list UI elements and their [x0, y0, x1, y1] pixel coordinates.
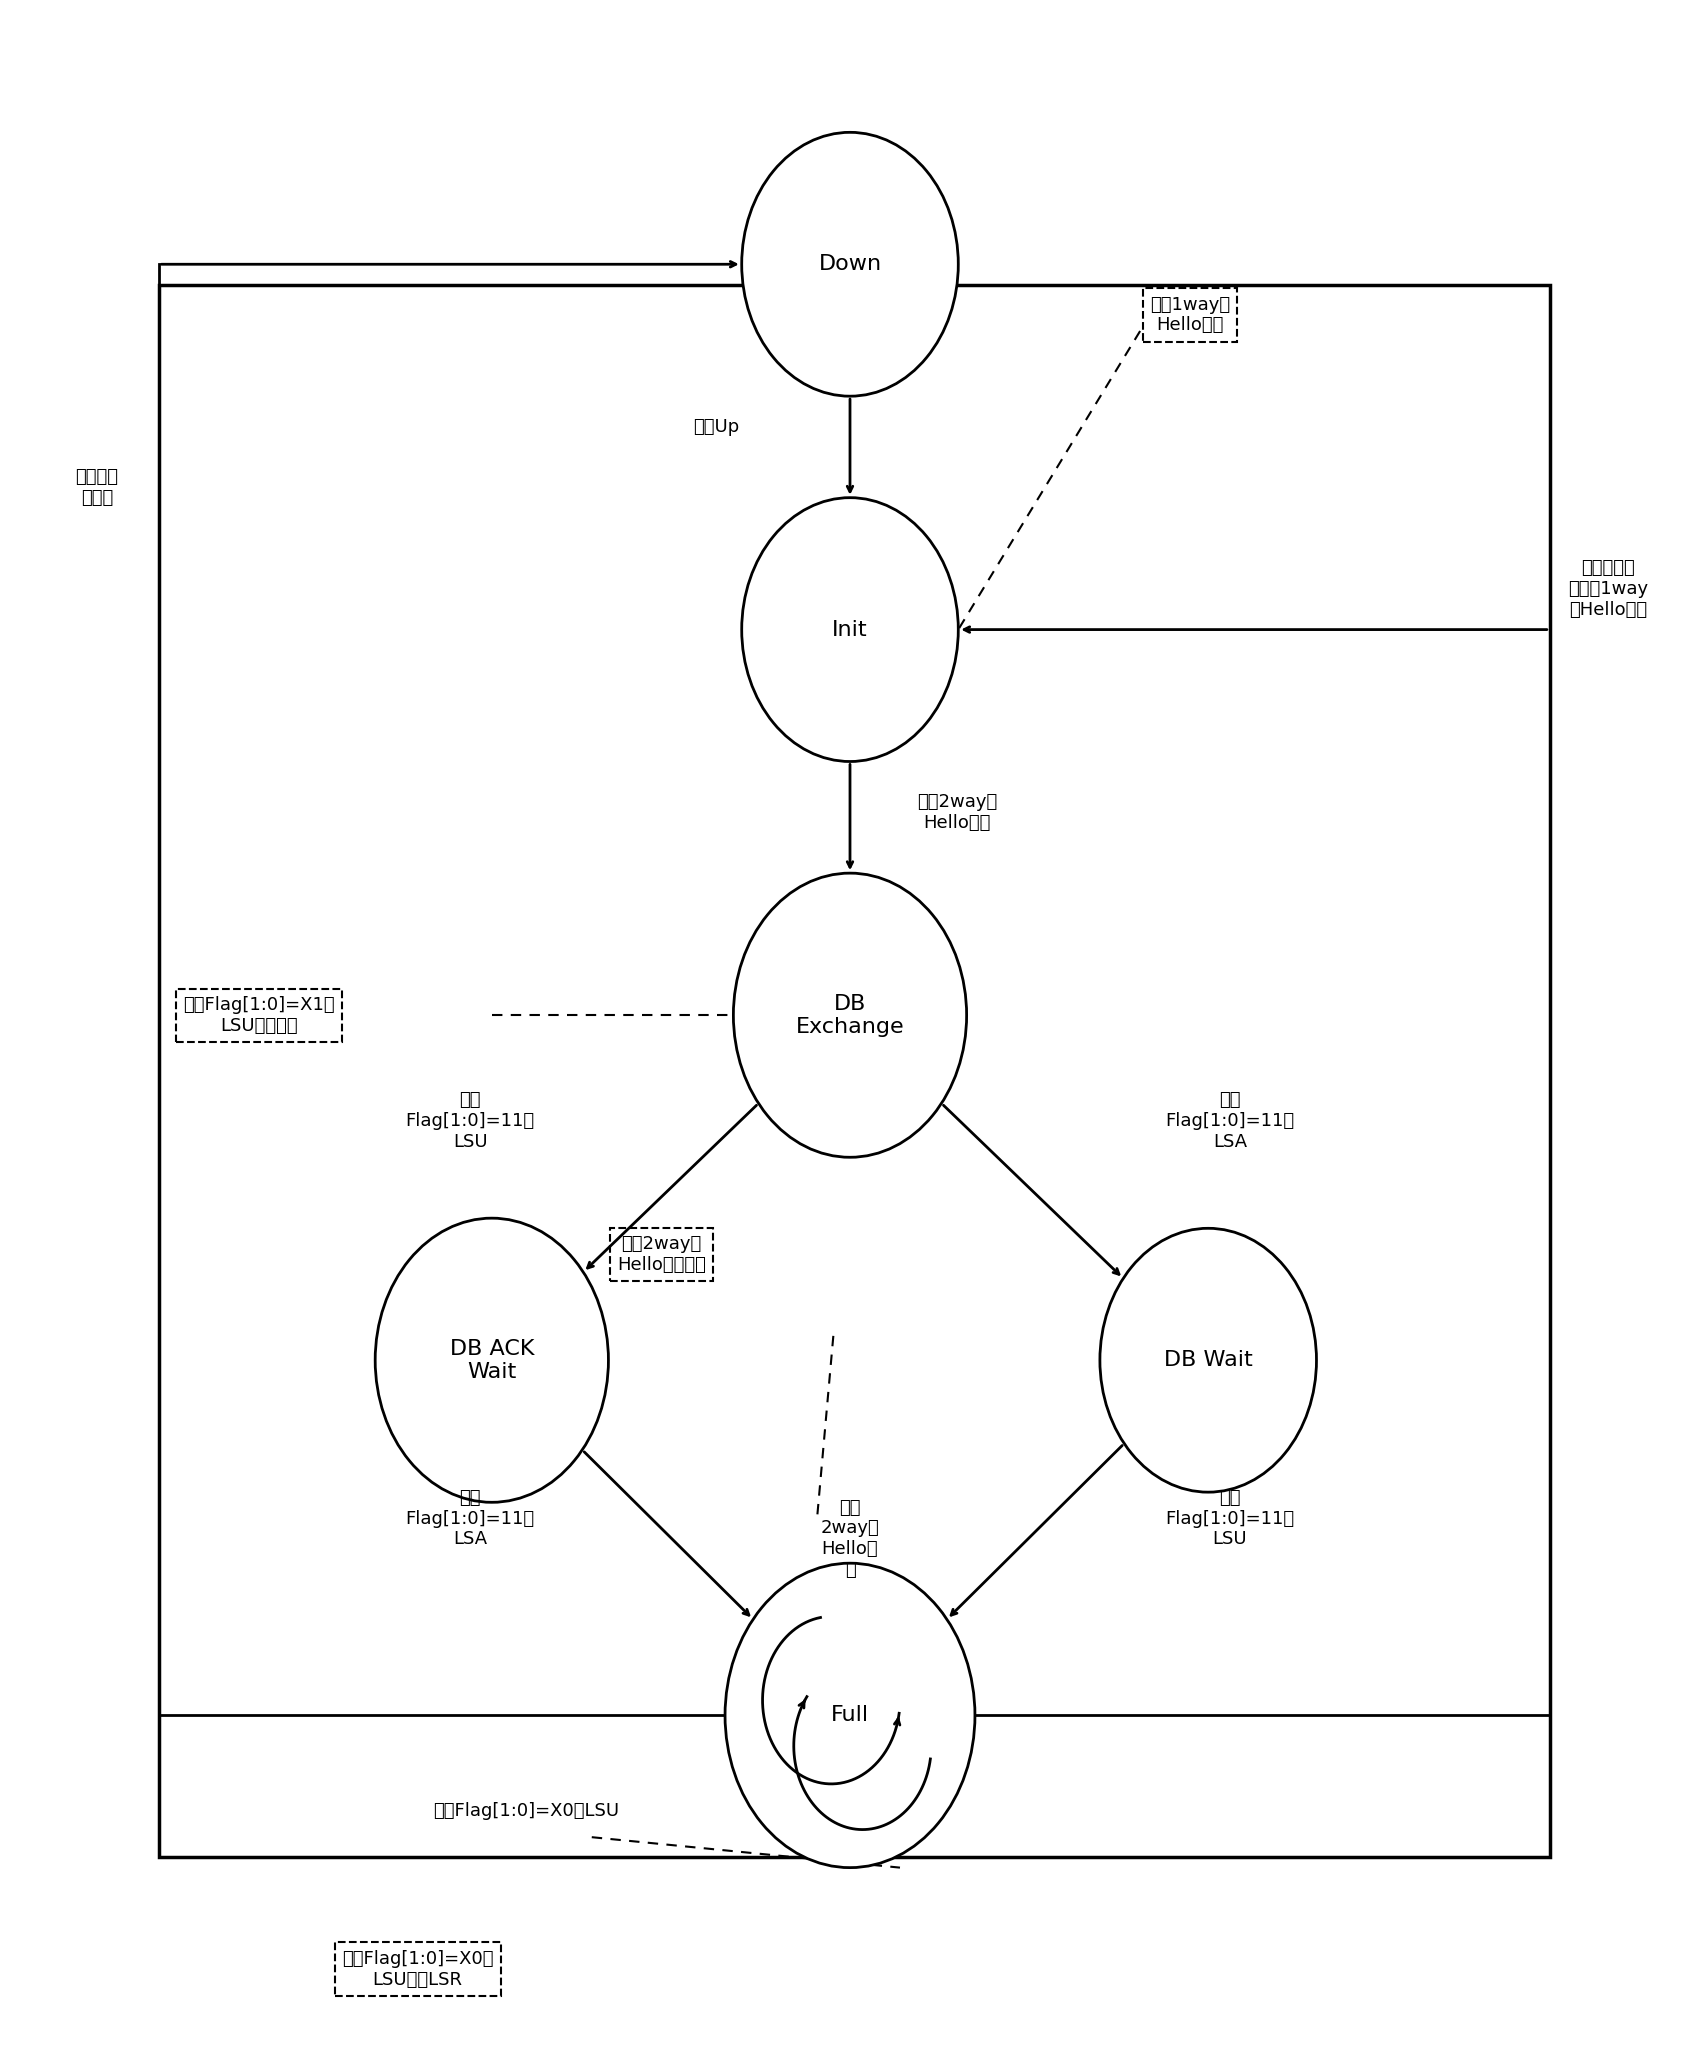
Text: 收到
Flag[1:0]=11的
LSU: 收到 Flag[1:0]=11的 LSU: [1164, 1489, 1294, 1549]
Circle shape: [376, 1218, 609, 1501]
Text: DB Wait: DB Wait: [1164, 1350, 1253, 1371]
Text: Down: Down: [818, 255, 882, 273]
Text: 收到2way的
Hello报文: 收到2way的 Hello报文: [916, 793, 996, 833]
Text: DB
Exchange: DB Exchange: [796, 994, 904, 1038]
Text: 收到Flag[1:0]=X0的LSU: 收到Flag[1:0]=X0的LSU: [434, 1802, 619, 1820]
Text: 端口Up: 端口Up: [694, 418, 740, 435]
Text: 定时器超时
或收到1way
的Hello报文: 定时器超时 或收到1way 的Hello报文: [1567, 559, 1647, 619]
Text: 收到
2way的
Hello报
文: 收到 2way的 Hello报 文: [821, 1499, 879, 1578]
Text: 利用Flag[1:0]=X1的
LSU发起同步: 利用Flag[1:0]=X1的 LSU发起同步: [184, 996, 335, 1036]
Circle shape: [733, 874, 967, 1158]
Text: 利用Flag[1:0]=X0的
LSU同步LSR: 利用Flag[1:0]=X0的 LSU同步LSR: [342, 1949, 493, 1988]
Circle shape: [724, 1564, 976, 1868]
Text: Init: Init: [833, 619, 867, 640]
Bar: [158, 284, 1550, 1858]
Text: 端口拔出
或重启: 端口拔出 或重启: [75, 468, 119, 507]
Text: 收到
Flag[1:0]=11的
LSU: 收到 Flag[1:0]=11的 LSU: [406, 1091, 536, 1151]
Text: Full: Full: [831, 1704, 869, 1725]
Text: 交互1way的
Hello报文: 交互1way的 Hello报文: [1149, 296, 1231, 333]
Circle shape: [1100, 1228, 1316, 1491]
Circle shape: [741, 133, 959, 396]
Text: DB ACK
Wait: DB ACK Wait: [449, 1338, 534, 1381]
Text: 收到
Flag[1:0]=11的
LSA: 收到 Flag[1:0]=11的 LSA: [406, 1489, 536, 1549]
Text: 收到
Flag[1:0]=11的
LSA: 收到 Flag[1:0]=11的 LSA: [1164, 1091, 1294, 1151]
Text: 利用2way的
Hello报文保活: 利用2way的 Hello报文保活: [617, 1234, 706, 1274]
Circle shape: [741, 497, 959, 762]
